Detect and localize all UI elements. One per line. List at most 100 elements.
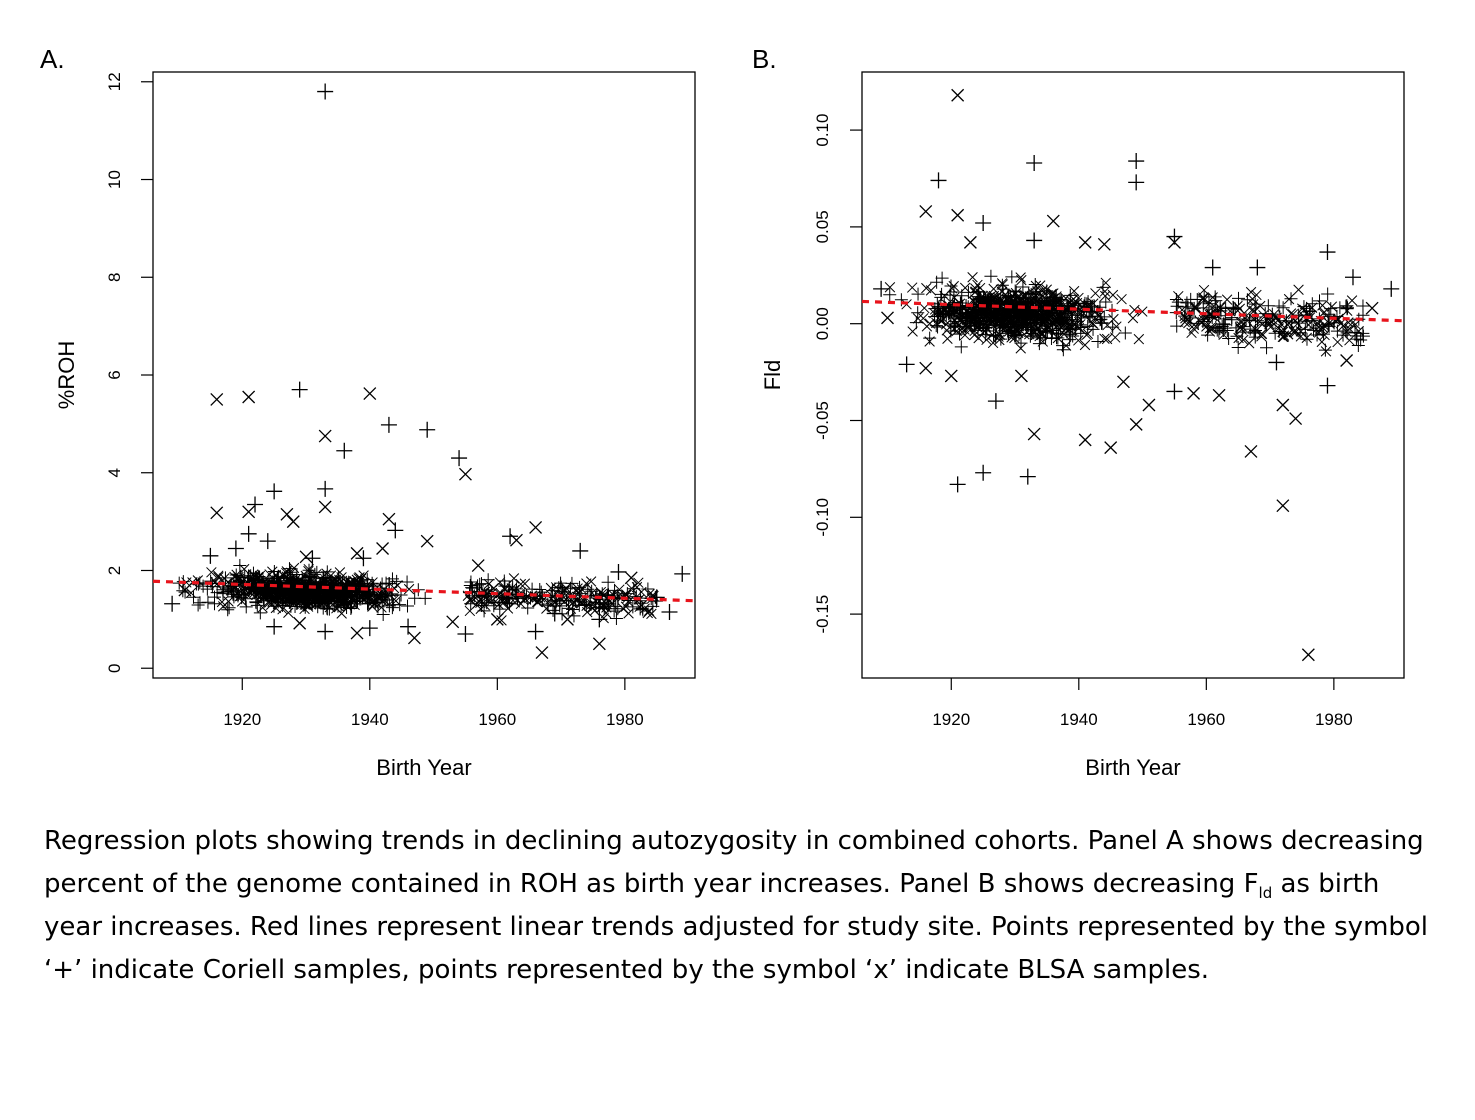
cloud-point <box>1099 295 1113 309</box>
cloud-point <box>954 340 968 354</box>
cloud-point <box>1023 329 1037 343</box>
cloud-point <box>541 597 555 611</box>
cloud-point <box>292 589 304 601</box>
blsa-point <box>1340 354 1354 367</box>
coriell-point <box>240 525 257 542</box>
y-tick-label: 4 <box>105 468 124 477</box>
cloud-point <box>567 609 581 623</box>
cloud-point <box>924 336 935 347</box>
blsa-point <box>446 615 460 629</box>
cloud-point <box>918 313 929 324</box>
blsa-point <box>1116 375 1130 389</box>
cloud-point <box>302 563 316 577</box>
cloud-point <box>1099 333 1110 344</box>
cloud-point <box>1278 327 1292 341</box>
coriell-point <box>661 604 678 621</box>
cloud-point <box>883 288 897 302</box>
coriell-point <box>1319 377 1336 394</box>
cloud-point <box>270 602 282 614</box>
cloud-point <box>329 577 341 588</box>
cloud-point <box>237 587 251 601</box>
blsa-point <box>210 392 224 406</box>
caption-subscript: ld <box>1258 884 1273 903</box>
cloud-point <box>1208 290 1222 304</box>
cloud-point <box>1209 294 1223 308</box>
blsa-point <box>407 631 421 645</box>
cloud-point <box>1254 316 1265 327</box>
cloud-point <box>932 300 946 314</box>
cloud-point <box>953 327 967 341</box>
cloud-point <box>216 583 230 597</box>
cloud-point <box>1073 292 1084 304</box>
cloud-point <box>488 582 499 594</box>
cloud-point <box>385 601 399 615</box>
cloud-point <box>560 582 572 594</box>
cloud-point <box>390 595 402 607</box>
cloud-point <box>1179 316 1190 328</box>
cloud-point <box>1049 327 1063 341</box>
cloud-point <box>626 600 640 614</box>
cloud-point <box>1342 305 1353 316</box>
blsa-point <box>242 505 256 519</box>
cloud-point <box>232 573 243 584</box>
blsa-point <box>1046 214 1060 228</box>
cloud-point <box>1278 330 1290 341</box>
blsa-point <box>376 542 390 555</box>
cloud-point <box>238 586 249 597</box>
cloud-point <box>1127 312 1139 324</box>
cloud-point <box>1319 329 1330 341</box>
cloud-point <box>1081 319 1095 333</box>
cloud-point <box>1082 328 1094 340</box>
cloud-point <box>223 580 237 594</box>
cloud-point <box>316 572 330 586</box>
cloud-point <box>1032 337 1046 351</box>
cloud-point <box>923 331 937 345</box>
cloud-point <box>1351 338 1365 352</box>
cloud-point <box>1024 328 1035 340</box>
cloud-point <box>1243 338 1255 349</box>
cloud-point <box>296 574 310 588</box>
cloud-point <box>1014 296 1026 307</box>
cloud-point <box>1246 305 1258 316</box>
cloud-point <box>585 584 599 598</box>
cloud-point <box>271 571 285 585</box>
cloud-point <box>1178 309 1192 323</box>
cloud-point <box>1060 325 1074 339</box>
cloud-point <box>1322 309 1336 323</box>
cloud-point <box>521 601 535 615</box>
cloud-point <box>1073 335 1084 346</box>
blsa-point <box>280 507 294 521</box>
blsa-point <box>286 515 300 529</box>
cloud-point <box>307 574 318 586</box>
cloud-point <box>1350 319 1361 330</box>
cloud-point <box>191 598 205 612</box>
cloud-point <box>375 591 387 602</box>
cloud-point <box>1349 332 1363 346</box>
cloud-point <box>1339 299 1353 313</box>
cloud-point <box>939 290 950 302</box>
cloud-point <box>1332 336 1343 348</box>
cloud-point <box>300 599 312 610</box>
blsa-point <box>509 533 523 547</box>
cloud-point <box>1009 325 1023 339</box>
cloud-point <box>256 591 270 605</box>
coriell-point <box>355 550 372 567</box>
coriell-point <box>259 533 276 550</box>
cloud-point <box>531 596 543 608</box>
cloud-point <box>578 598 592 612</box>
x-tick-label: 1980 <box>606 710 644 729</box>
blsa-point <box>178 583 192 597</box>
cloud-point <box>1056 343 1070 357</box>
cloud-point <box>218 571 232 585</box>
blsa-point <box>1301 648 1315 662</box>
cloud-point <box>1005 314 1016 326</box>
cloud-point <box>1009 332 1020 344</box>
cloud-point <box>620 601 632 612</box>
panel-a-label: A. <box>40 44 65 74</box>
cloud-point <box>1196 317 1207 329</box>
cloud-point <box>601 575 615 589</box>
cloud-point <box>483 594 495 606</box>
cloud-point <box>1321 287 1335 301</box>
coriell-point <box>266 618 283 635</box>
cloud-point <box>288 576 302 590</box>
